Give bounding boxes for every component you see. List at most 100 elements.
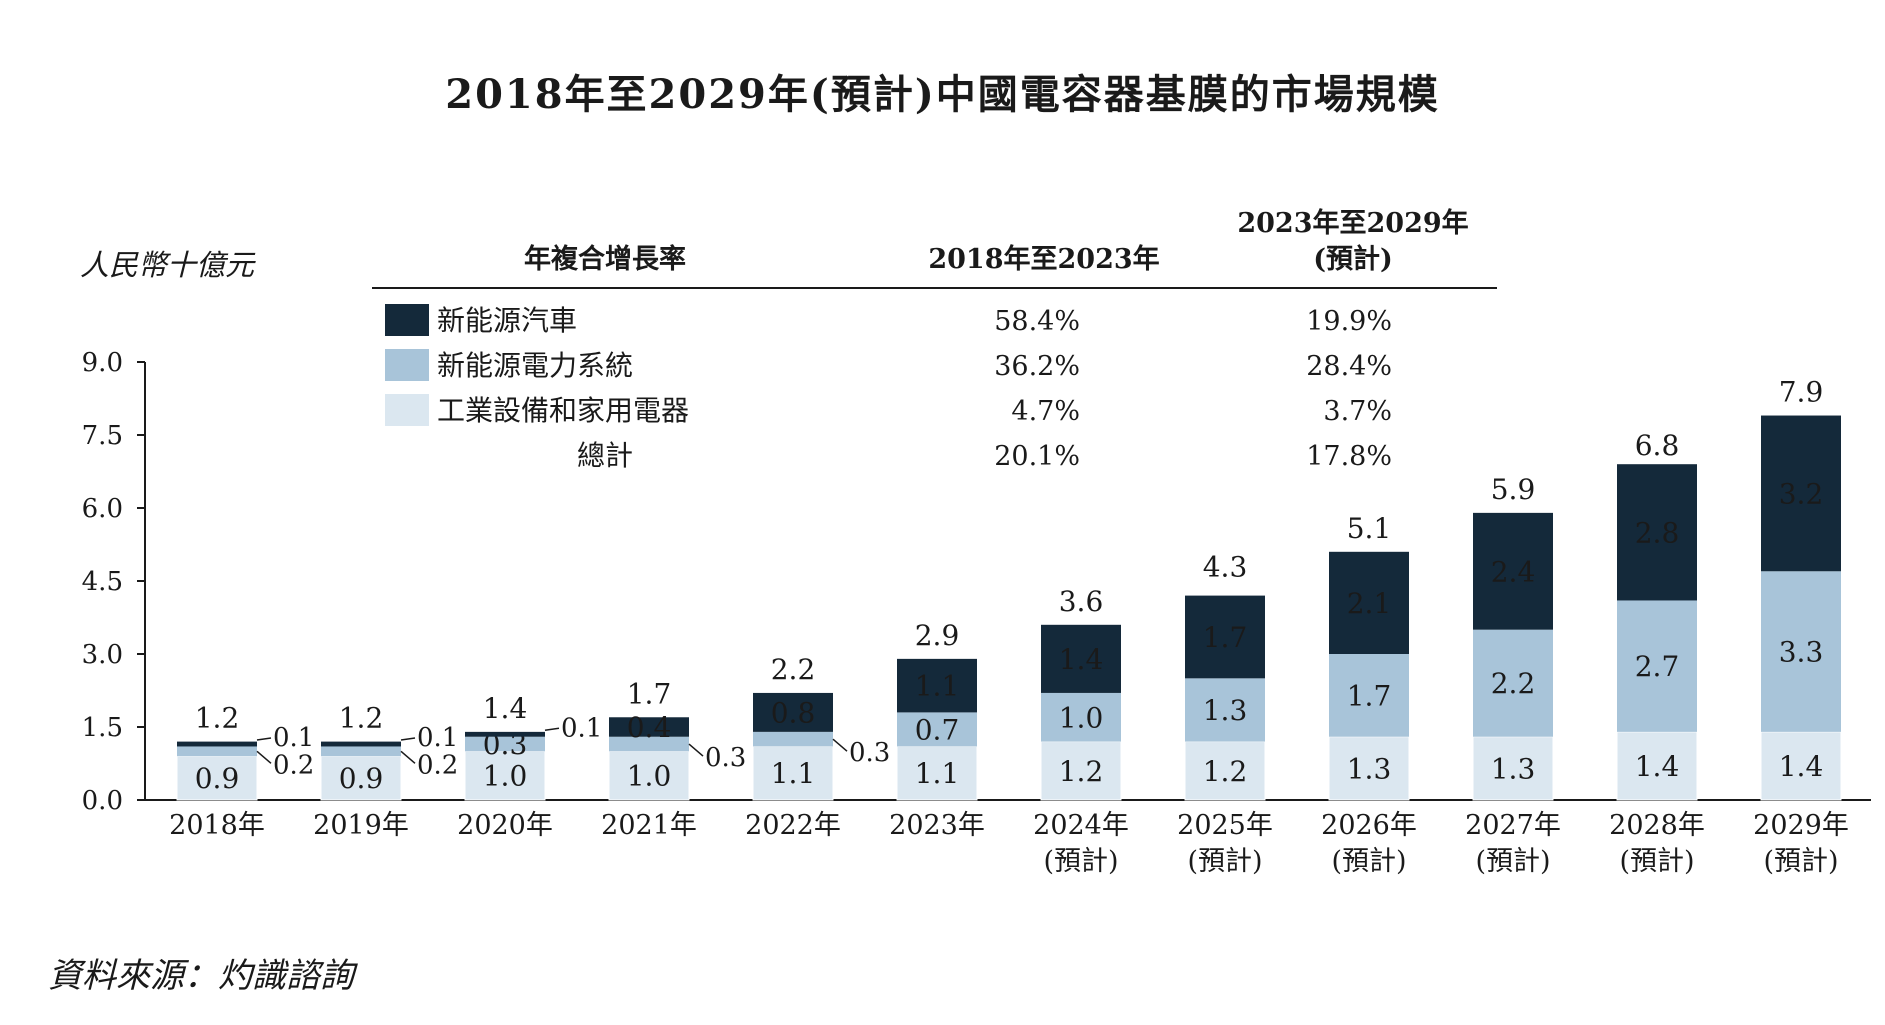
- x-tick-label: 2029年: [1753, 810, 1849, 841]
- x-tick-label: 2028年: [1609, 810, 1705, 841]
- data-label: 1.3: [1347, 752, 1392, 785]
- x-tick-label: (預計): [1475, 846, 1550, 877]
- x-tick-label: 2018年: [169, 810, 265, 841]
- data-label: 2.1: [1347, 587, 1392, 620]
- total-label: 1.2: [339, 702, 384, 735]
- outside-data-label: 0.3: [849, 738, 890, 768]
- bar-segment-industrial: [1328, 736, 1410, 801]
- data-label: 2.7: [1635, 650, 1680, 683]
- leader-line: [688, 743, 704, 757]
- bar-segment-nev: [321, 741, 401, 747]
- bar-segment-industrial: [1040, 741, 1122, 801]
- bar-segment-power: [177, 746, 257, 757]
- bar-segment-power: [1761, 571, 1841, 732]
- bar-segment-industrial: [1472, 736, 1554, 801]
- data-label: 2.8: [1635, 516, 1680, 549]
- data-label: 1.1: [771, 757, 816, 790]
- total-label: 6.8: [1635, 429, 1680, 462]
- legend-label: 新能源電力系統: [437, 349, 633, 382]
- data-label: 1.7: [1347, 679, 1392, 712]
- legend-swatch-power: [385, 349, 429, 381]
- bar-segment-nev: [1041, 624, 1121, 693]
- data-label: 1.1: [915, 757, 960, 790]
- total-label: 1.2: [195, 702, 240, 735]
- bar-segment-nev: [177, 741, 257, 747]
- y-tick-label: 3.0: [82, 640, 123, 670]
- data-label: 1.0: [1059, 701, 1104, 734]
- x-tick-label: 2020年: [457, 810, 553, 841]
- bar-segment-power: [753, 731, 833, 747]
- data-label: 1.0: [627, 760, 672, 793]
- legend-label: 新能源汽車: [437, 304, 577, 337]
- x-tick-label: (預計): [1187, 846, 1262, 877]
- total-label: 7.9: [1779, 376, 1824, 409]
- total-label: 1.4: [483, 692, 528, 725]
- cagr-value-2018-2023: 20.1%: [994, 441, 1080, 472]
- total-label: 4.3: [1203, 551, 1248, 584]
- bar-segment-industrial: [896, 745, 978, 801]
- data-label: 3.3: [1779, 636, 1824, 669]
- y-tick-label: 1.5: [82, 713, 123, 743]
- leader-line: [256, 737, 272, 741]
- total-label: 3.6: [1059, 585, 1104, 618]
- leader-line: [256, 750, 272, 764]
- data-label: 0.7: [915, 713, 960, 746]
- outside-data-label: 0.2: [417, 750, 458, 780]
- bar-segment-industrial: [1184, 741, 1266, 801]
- data-label: 1.4: [1779, 750, 1824, 783]
- data-label: 0.9: [339, 762, 384, 795]
- cagr-col2-header: 2023年至2029年: [1237, 207, 1468, 239]
- data-label: 3.2: [1779, 477, 1824, 510]
- cagr-value-2023-2029: 3.7%: [1323, 396, 1392, 427]
- x-tick-label: (預計): [1763, 846, 1838, 877]
- cagr-value-2023-2029: 19.9%: [1306, 306, 1392, 337]
- source-note: 資料來源：灼識諮詢: [48, 956, 354, 996]
- outside-data-label: 0.1: [273, 723, 314, 753]
- chart-title: 2018年至2029年(預計)中國電容器基膜的市場規模: [445, 71, 1440, 118]
- data-label: 2.4: [1491, 555, 1536, 588]
- data-label: 1.1: [915, 670, 960, 703]
- bar-segment-power: [897, 712, 977, 747]
- data-label: 1.3: [1491, 752, 1536, 785]
- data-label: 2.2: [1491, 667, 1536, 700]
- legend-label-total: 總計: [577, 439, 633, 472]
- cagr-header-label: 年複合增長率: [524, 243, 686, 275]
- y-tick-label: 7.5: [82, 421, 123, 451]
- data-label: 1.3: [1203, 694, 1248, 727]
- total-label: 2.2: [771, 653, 816, 686]
- cagr-col1-header: 2018年至2023年: [928, 243, 1159, 275]
- x-tick-label: 2019年: [313, 810, 409, 841]
- bar-segment-power: [465, 736, 545, 752]
- bar-segment-nev: [1473, 512, 1553, 630]
- bar-segment-nev: [897, 658, 977, 713]
- cagr-value-2018-2023: 4.7%: [1011, 396, 1080, 427]
- data-label: 0.4: [627, 711, 672, 744]
- x-tick-label: 2021年: [601, 810, 697, 841]
- bar-segment-nev: [1185, 595, 1265, 679]
- data-label: 0.9: [195, 762, 240, 795]
- outside-data-label: 0.3: [705, 743, 746, 773]
- cagr-value-2023-2029: 28.4%: [1306, 351, 1392, 382]
- leader-line: [400, 737, 416, 741]
- bar-segment-nev: [465, 731, 545, 737]
- bar-segment-nev: [1761, 415, 1841, 572]
- x-tick-label: 2024年: [1033, 810, 1129, 841]
- y-tick-label: 4.5: [82, 567, 123, 597]
- total-label: 2.9: [915, 619, 960, 652]
- bar-segment-power: [1329, 654, 1409, 737]
- bar-segment-power: [1473, 629, 1553, 737]
- leader-line: [544, 727, 560, 732]
- x-tick-label: 2023年: [889, 810, 985, 841]
- total-label: 5.9: [1491, 473, 1536, 506]
- bar-segment-nev: [609, 717, 689, 737]
- bar-segment-power: [609, 736, 689, 752]
- bar-segment-power: [1185, 678, 1265, 742]
- outside-data-label: 0.2: [273, 750, 314, 780]
- cagr-value-2018-2023: 36.2%: [994, 351, 1080, 382]
- bar-segment-power: [1617, 600, 1697, 732]
- x-tick-label: (預計): [1619, 846, 1694, 877]
- x-tick-label: (預計): [1043, 846, 1118, 877]
- data-label: 0.8: [771, 696, 816, 729]
- leader-line: [400, 750, 416, 764]
